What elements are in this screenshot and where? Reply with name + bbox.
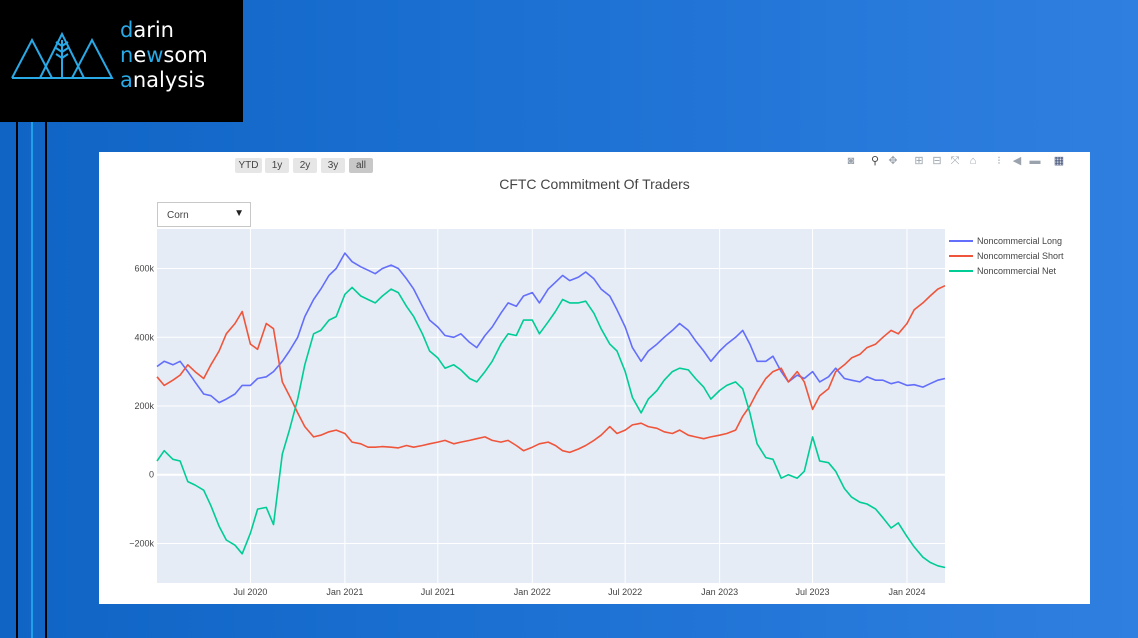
chart-toolbar: ◙ ⚲ ✥ ⊞ ⊟ ⤧ ⌂ ⁝ ◀ ▬ ▦ <box>844 154 1084 168</box>
commodity-dropdown[interactable]: Corn ▼ <box>157 202 251 227</box>
brand-line-2-rest: som <box>163 43 208 67</box>
range-button-ytd[interactable]: YTD <box>235 158 262 173</box>
camera-icon[interactable]: ◙ <box>847 155 855 167</box>
brand-line-2-accent: w <box>146 43 164 67</box>
brand-line-2: newsom <box>120 43 208 68</box>
chart-panel: YTD 1y 2y 3y all ◙ ⚲ ✥ ⊞ ⊟ ⤧ ⌂ ⁝ ◀ ▬ ▦ C… <box>99 152 1090 604</box>
y-tick-label: 600k <box>134 264 154 274</box>
brand-logo: darin newsom analysis <box>0 0 243 122</box>
chart-legend: Noncommercial Long Noncommercial Short Non… <box>949 236 1064 276</box>
series-line-0 <box>156 252 946 404</box>
range-button-3y[interactable]: 3y <box>321 158 345 173</box>
zoom-in-icon[interactable]: ⊞ <box>914 155 924 167</box>
brand-text: darin newsom analysis <box>120 18 208 93</box>
hover-closest-icon[interactable]: ◀ <box>1012 155 1022 167</box>
brand-line-3-initial: a <box>120 68 133 92</box>
y-tick-label: 200k <box>134 401 154 411</box>
y-tick-label: −200k <box>129 538 154 548</box>
chevron-down-icon: ▼ <box>234 208 244 219</box>
brand-line-1-initial: d <box>120 18 134 42</box>
range-button-1y[interactable]: 1y <box>265 158 289 173</box>
brand-line-2-initial: n <box>120 43 134 67</box>
brand-line-1-rest: arin <box>133 18 174 42</box>
range-button-2y[interactable]: 2y <box>293 158 317 173</box>
legend-label: Noncommercial Long <box>977 236 1062 246</box>
x-tick-label: Jul 2023 <box>796 587 830 597</box>
x-tick-label: Jul 2020 <box>233 587 267 597</box>
range-button-all[interactable]: all <box>349 158 373 173</box>
line-chart: Jul 2020 Jan 2021 Jul 2021 Jan 2022 Jul 2022… <box>129 229 1064 597</box>
series-line-1 <box>156 284 946 454</box>
decorative-line <box>45 122 47 638</box>
x-tick-label: Jan 2021 <box>326 587 363 597</box>
series-line-2 <box>156 286 946 569</box>
decorative-line <box>31 122 33 638</box>
brand-line-2-mid: e <box>133 43 147 67</box>
autoscale-icon[interactable]: ⤧ <box>950 155 960 167</box>
dropdown-selected-value: Corn <box>167 210 189 221</box>
gridlines <box>157 229 945 583</box>
legend-label: Noncommercial Net <box>977 266 1057 276</box>
y-tick-label: 400k <box>134 332 154 342</box>
series-lines <box>156 252 946 569</box>
x-axis-ticks: Jul 2020 Jan 2021 Jul 2021 Jan 2022 Jul 2022… <box>233 587 925 597</box>
x-tick-label: Jul 2021 <box>421 587 455 597</box>
zoom-icon[interactable]: ⚲ <box>870 155 880 167</box>
chart-title: CFTC Commitment Of Traders <box>499 176 690 192</box>
legend-label: Noncommercial Short <box>977 251 1064 261</box>
pan-icon[interactable]: ✥ <box>888 155 898 167</box>
zoom-out-icon[interactable]: ⊟ <box>932 155 942 167</box>
brand-line-3: analysis <box>120 68 208 93</box>
x-tick-label: Jan 2022 <box>514 587 551 597</box>
home-icon[interactable]: ⌂ <box>969 155 977 167</box>
spike-lines-icon[interactable]: ⁝ <box>997 155 1001 167</box>
x-tick-label: Jan 2023 <box>701 587 738 597</box>
y-axis-ticks: 600k 400k 200k 0 −200k <box>129 264 154 549</box>
plotly-logo-icon[interactable]: ▦ <box>1053 155 1065 167</box>
hover-compare-icon[interactable]: ▬ <box>1029 155 1041 167</box>
brand-line-3-rest: nalysis <box>132 68 206 92</box>
y-tick-label: 0 <box>149 470 154 480</box>
x-tick-label: Jul 2022 <box>608 587 642 597</box>
brand-line-1: darin <box>120 18 208 43</box>
decorative-line <box>16 122 18 638</box>
mountain-wheat-icon <box>11 31 114 79</box>
x-tick-label: Jan 2024 <box>888 587 925 597</box>
